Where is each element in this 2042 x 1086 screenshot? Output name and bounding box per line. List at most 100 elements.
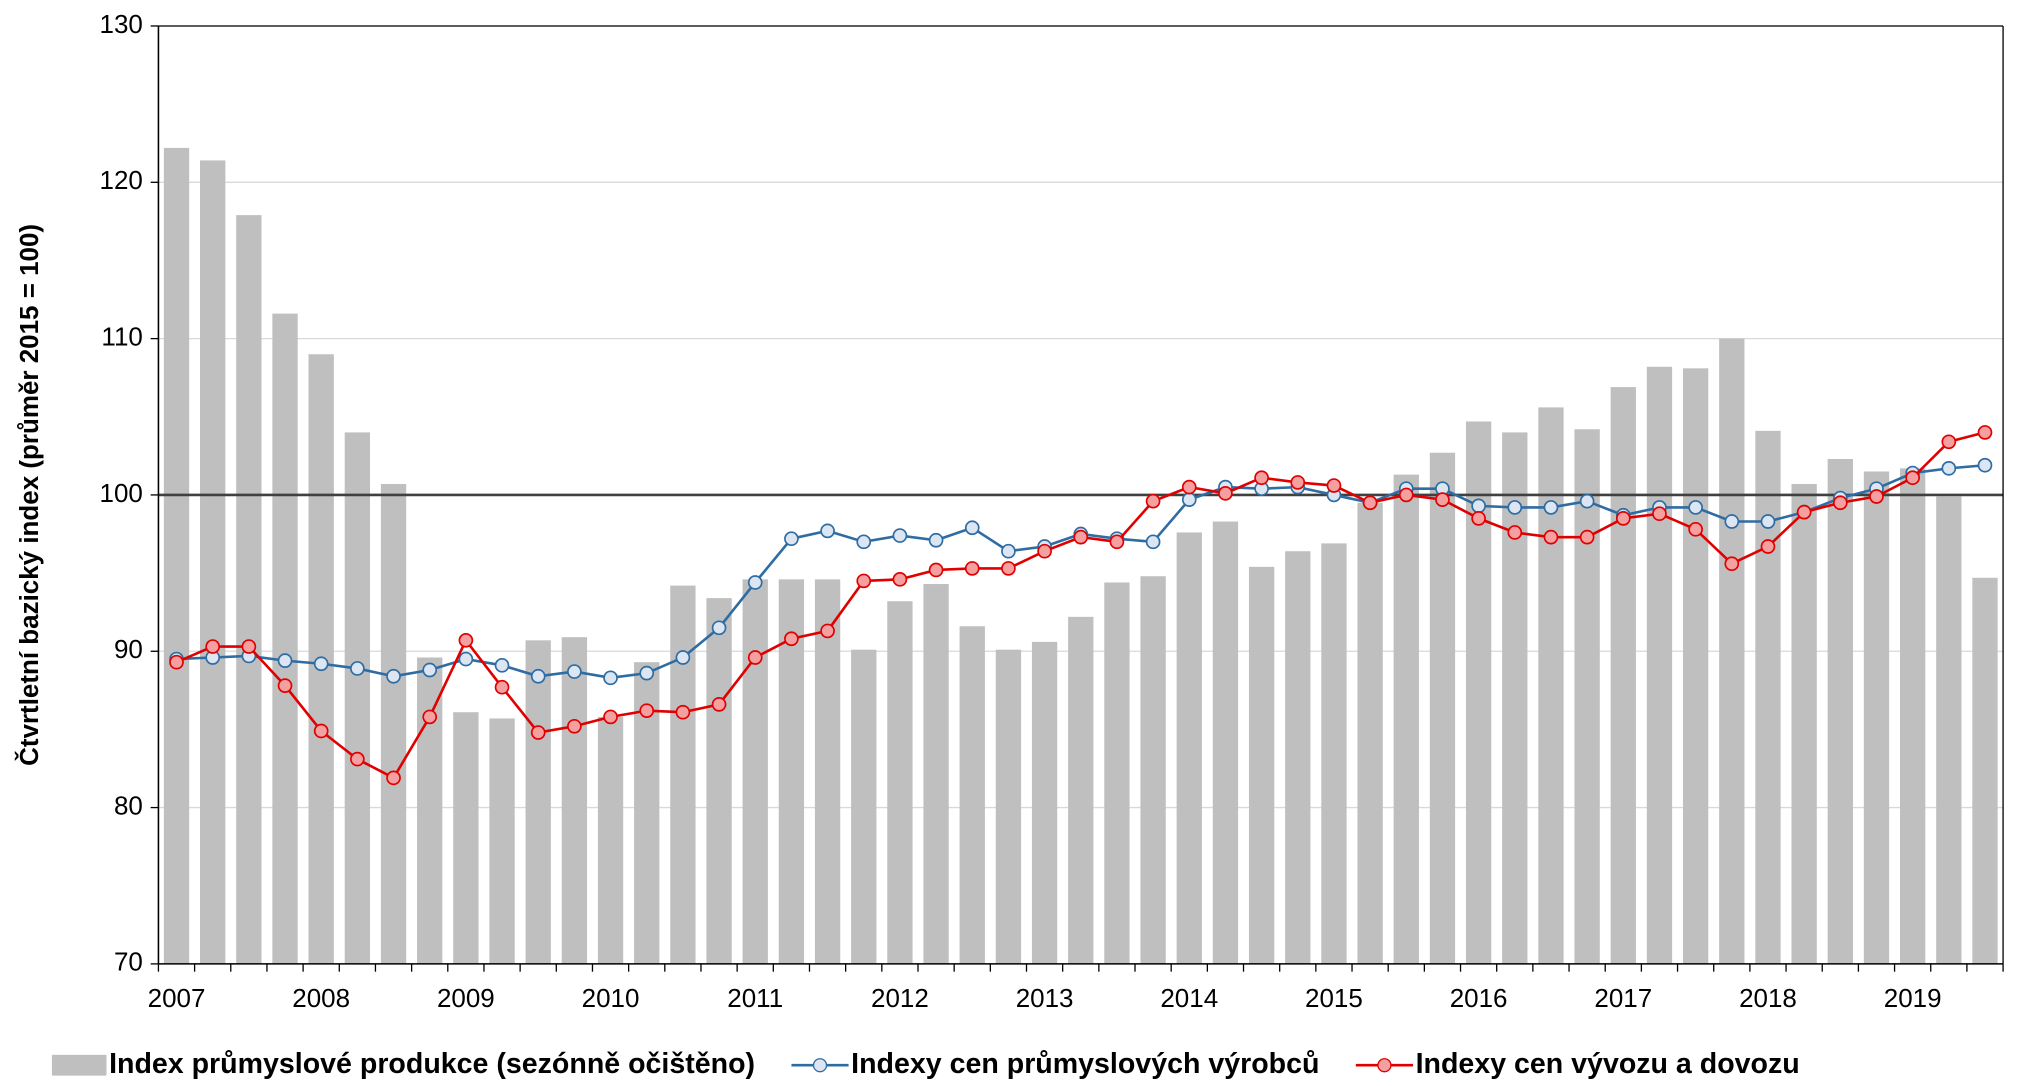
x-tick-label: 2012 [871, 983, 929, 1013]
marker [1724, 556, 1740, 572]
legend-marker [812, 1058, 828, 1073]
y-tick-label: 110 [101, 321, 142, 351]
marker [1507, 525, 1523, 540]
marker [675, 704, 691, 720]
bar [1357, 502, 1383, 964]
x-tick-label: 2015 [1305, 983, 1363, 1013]
marker [856, 573, 872, 589]
marker [1435, 492, 1450, 507]
x-tick-label: 2018 [1739, 983, 1797, 1013]
marker [567, 718, 582, 734]
bar [1646, 366, 1673, 964]
marker [964, 520, 980, 536]
y-tick-label: 100 [100, 478, 143, 508]
marker [964, 561, 980, 576]
bar [380, 483, 407, 964]
marker [386, 668, 401, 684]
legend: Index průmyslové produkce (sezónně očišt… [51, 1048, 1800, 1080]
marker [639, 703, 655, 718]
bar [1393, 474, 1419, 964]
marker [603, 670, 618, 686]
legend-label: Indexy cen vývozu a dovozu [1416, 1048, 1800, 1080]
bar [272, 313, 298, 964]
marker [1941, 434, 1957, 450]
marker [530, 668, 546, 684]
bar [1936, 496, 1962, 964]
marker [1796, 504, 1812, 520]
marker [928, 562, 944, 578]
marker [1977, 457, 1993, 473]
bar [344, 432, 371, 964]
marker [1760, 514, 1776, 529]
marker [711, 697, 727, 712]
bar [1429, 452, 1456, 964]
marker [205, 639, 221, 654]
marker [1326, 478, 1342, 493]
bar [923, 584, 949, 964]
marker [567, 664, 582, 679]
marker [1615, 511, 1631, 526]
marker [1181, 492, 1197, 507]
bar [959, 626, 985, 964]
marker [892, 572, 908, 587]
y-tick-label: 80 [114, 790, 143, 820]
marker [1543, 500, 1559, 515]
marker [1579, 529, 1595, 545]
marker [1543, 529, 1559, 545]
marker [747, 650, 763, 665]
marker [639, 665, 655, 681]
marker [1905, 470, 1920, 486]
bar [1031, 641, 1058, 964]
bar [1321, 543, 1347, 964]
x-tick-label: 2016 [1450, 983, 1508, 1013]
marker [1977, 425, 1993, 440]
marker [784, 631, 799, 647]
marker [1869, 489, 1884, 504]
marker [1471, 498, 1486, 514]
bar [1972, 577, 1998, 964]
bar [1574, 429, 1600, 964]
bar [995, 649, 1022, 964]
bar [200, 160, 226, 964]
marker [1941, 461, 1957, 476]
marker [675, 650, 691, 665]
x-tick-label: 2008 [292, 983, 350, 1013]
marker [1037, 543, 1052, 559]
marker [820, 523, 835, 539]
bar [1899, 468, 1926, 964]
y-tick-label: 130 [100, 9, 143, 39]
bar [236, 215, 262, 964]
bar [1176, 532, 1202, 964]
marker [603, 709, 618, 725]
bar [525, 640, 551, 964]
x-tick-label: 2011 [727, 983, 783, 1013]
marker [1290, 475, 1306, 490]
bar [1863, 471, 1890, 964]
marker [313, 723, 329, 739]
marker [277, 653, 293, 668]
marker [1073, 529, 1089, 545]
marker [1181, 479, 1197, 495]
marker [1001, 543, 1016, 559]
marker [928, 532, 944, 548]
marker [494, 657, 510, 673]
bar [1538, 407, 1564, 964]
marker [1145, 493, 1161, 509]
marker [241, 639, 257, 654]
legend-label: Index průmyslové produkce (sezónně očišt… [109, 1048, 755, 1080]
legend-label: Indexy cen průmyslových výrobců [851, 1048, 1319, 1080]
bar [1248, 566, 1275, 964]
y-tick-label: 90 [114, 634, 143, 664]
bar [163, 147, 190, 964]
marker [1362, 495, 1378, 511]
marker [350, 661, 365, 676]
marker [1218, 486, 1233, 501]
bar [1719, 338, 1745, 964]
marker [277, 678, 293, 693]
bar [1285, 551, 1311, 964]
marker [1471, 511, 1486, 526]
marker [747, 575, 763, 590]
legend-marker [1377, 1058, 1392, 1073]
